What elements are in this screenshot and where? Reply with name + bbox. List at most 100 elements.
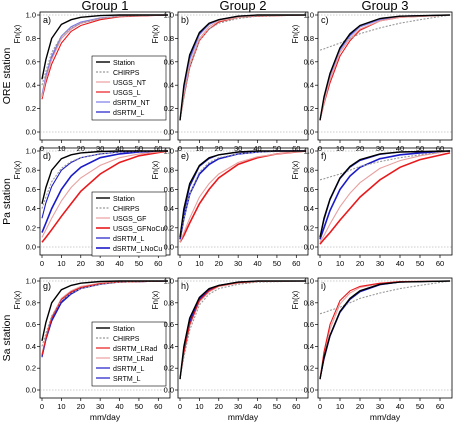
x-tick-label: 10 <box>195 259 203 268</box>
x-tick-label: 10 <box>336 402 344 411</box>
y-tick-label: 0.4 <box>26 81 36 90</box>
legend-label: SRTM_LRad <box>113 356 153 363</box>
x-tick-label: 50 <box>416 402 424 411</box>
x-tick-label: 30 <box>234 402 242 411</box>
y-tick-label: 0.4 <box>164 81 174 90</box>
legend-box <box>91 321 167 387</box>
panel-h: 0.0 0.2 0.4 0.6 0.8 1.0 0 10 20 30 40 50 60 Fn(x) mm/d… <box>151 277 309 422</box>
series-group <box>41 14 169 100</box>
x-tick-label: 10 <box>336 259 344 268</box>
y-tick-label: 0.4 <box>304 204 314 213</box>
x-tick-label: 30 <box>96 144 104 153</box>
x-tick-label: 40 <box>253 144 261 153</box>
series-line-station <box>41 150 168 204</box>
x-tick-label: 10 <box>195 144 203 153</box>
legend-label: dSRTM_L <box>113 110 144 117</box>
series-line-chirps <box>41 14 169 86</box>
series-line-srtm-l <box>319 280 451 380</box>
panel-letter: c) <box>321 15 329 25</box>
series-line-station <box>319 14 451 121</box>
legend-label: Station <box>113 326 135 333</box>
panel-letter: i) <box>321 281 326 291</box>
panel-frame <box>39 11 171 141</box>
legend: Station CHIRPS USGS_NT USGS_L dSRTM_NT dSRTM_… <box>91 55 167 121</box>
x-tick-label: 60 <box>154 259 162 268</box>
y-tick-label: 0.4 <box>164 342 174 351</box>
legend-box <box>91 55 167 121</box>
series-line-station <box>41 14 168 80</box>
x-tick-label: 30 <box>234 144 242 153</box>
series-line-dsrtm-l <box>179 14 306 121</box>
panel-a: 0.0 0.2 0.4 0.6 0.8 1.0 0 10 20 30 40 50 60 Fn(x) a) St… <box>13 11 171 153</box>
y-tick-label: 0.6 <box>164 57 174 66</box>
y-tick-label: 0.0 <box>26 128 36 137</box>
x-tick-label: 30 <box>376 402 384 411</box>
y-tick-label: 0.2 <box>164 223 174 232</box>
legend-box <box>91 191 167 257</box>
x-tick-label: 40 <box>253 259 261 268</box>
panel-c: 0.0 0.2 0.4 0.6 0.8 1.0 0 10 20 30 40 50 60 Fn(x) c) <box>291 11 453 153</box>
series-line-dsrtm-lnocu <box>41 150 169 233</box>
y-axis-label: Fn(x) <box>151 160 160 179</box>
y-tick-label: 1.0 <box>26 147 36 156</box>
y-tick-label: 0.2 <box>304 104 314 113</box>
legend-label: dSRTM_L <box>113 366 144 373</box>
panel-letter: d) <box>43 151 51 161</box>
x-tick-label: 20 <box>356 402 364 411</box>
panel-f: 0.0 0.2 0.4 0.6 0.8 1.0 0 10 20 30 40 50 60 Fn(x) f) <box>291 147 453 268</box>
x-tick-label: 50 <box>135 144 143 153</box>
series-line-usgs-gf <box>319 150 451 243</box>
legend: Station CHIRPS dSRTM_LRad SRTM_LRad dSRTM_L S… <box>91 321 167 387</box>
x-tick-label: 40 <box>396 259 404 268</box>
x-tick-label: 20 <box>356 144 364 153</box>
legend-label: dSRTM_LRad <box>113 346 157 353</box>
x-tick-label: 60 <box>154 144 162 153</box>
y-tick-label: 0.2 <box>26 223 36 232</box>
series-line-chirps <box>319 150 451 181</box>
series-line-usgs-gfnocu <box>319 152 451 245</box>
y-axis-label: Fn(x) <box>291 24 300 43</box>
y-tick-label: 1.0 <box>164 277 174 286</box>
series-line-chirps <box>179 150 307 238</box>
y-tick-label: 0.2 <box>26 364 36 373</box>
y-tick-label: 0.4 <box>164 204 174 213</box>
series-group <box>41 280 169 358</box>
panel-i: 0.0 0.2 0.4 0.6 0.8 1.0 0 10 20 30 40 50 60 Fn(x) mm/d… <box>291 277 453 422</box>
series-line-station <box>179 280 306 380</box>
x-tick-label: 60 <box>292 144 300 153</box>
y-tick-label: 0.0 <box>164 243 174 252</box>
series-line-usgs-gfnocu <box>179 150 307 243</box>
x-tick-label: 20 <box>77 402 85 411</box>
series-line-srtm-l <box>179 280 306 380</box>
series-line-dsrtm-l <box>41 150 169 219</box>
series-line-station <box>179 150 306 238</box>
y-axis-label: Fn(x) <box>151 24 160 43</box>
y-tick-label: 0.8 <box>164 166 174 175</box>
x-tick-label: 20 <box>77 259 85 268</box>
y-tick-label: 0.4 <box>26 204 36 213</box>
panel-d: 0.0 0.2 0.4 0.6 0.8 1.0 0 10 20 30 40 50 60 Fn(x) d) St… <box>13 147 171 268</box>
x-tick-label: 10 <box>195 402 203 411</box>
series-line-usgs-gf <box>179 150 307 243</box>
x-tick-label: 50 <box>135 259 143 268</box>
y-tick-label: 0.8 <box>164 298 174 307</box>
y-tick-label: 0.6 <box>304 57 314 66</box>
series-line-usgs-nt <box>319 14 451 121</box>
series-line-dsrtm-lnocu <box>319 150 451 240</box>
series-line-usgs-gfnocu <box>41 150 169 243</box>
series-line-dsrtm-l <box>179 280 306 380</box>
x-tick-label: 10 <box>57 144 65 153</box>
series-line-usgs-l <box>179 14 307 121</box>
y-tick-label: 0.2 <box>304 364 314 373</box>
y-tick-label: 1.0 <box>164 11 174 20</box>
y-tick-label: 0.2 <box>164 364 174 373</box>
y-tick-label: 0.2 <box>304 223 314 232</box>
x-tick-label: 50 <box>273 144 281 153</box>
x-tick-label: 0 <box>318 259 322 268</box>
x-axis-label: mm/day <box>90 412 121 422</box>
x-tick-label: 50 <box>273 259 281 268</box>
row-title-2: Pa station <box>1 178 13 225</box>
x-tick-label: 50 <box>273 402 281 411</box>
y-tick-label: 0.8 <box>26 166 36 175</box>
panel-frame <box>177 11 309 141</box>
